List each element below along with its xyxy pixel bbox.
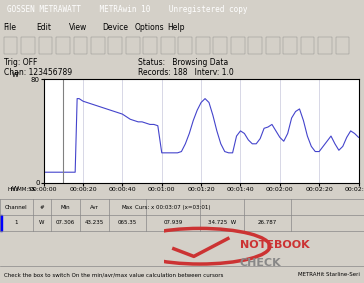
FancyBboxPatch shape	[21, 38, 35, 54]
Text: W: W	[39, 220, 45, 225]
Text: 07.939: 07.939	[163, 220, 182, 225]
Text: Help: Help	[167, 23, 185, 32]
FancyBboxPatch shape	[196, 38, 210, 54]
Text: 26.787: 26.787	[258, 220, 277, 225]
Text: W: W	[12, 186, 19, 192]
FancyBboxPatch shape	[74, 38, 87, 54]
FancyBboxPatch shape	[266, 38, 280, 54]
FancyBboxPatch shape	[143, 38, 157, 54]
Text: Check the box to switch On the min/avr/max value calculation between cursors: Check the box to switch On the min/avr/m…	[4, 272, 223, 277]
FancyBboxPatch shape	[56, 38, 70, 54]
Text: Chan: 123456789: Chan: 123456789	[4, 68, 72, 77]
Text: 1: 1	[15, 220, 18, 225]
Text: Min: Min	[61, 205, 70, 210]
Text: Max: Max	[122, 205, 133, 210]
FancyBboxPatch shape	[161, 38, 175, 54]
FancyBboxPatch shape	[178, 38, 192, 54]
FancyBboxPatch shape	[283, 38, 297, 54]
FancyBboxPatch shape	[126, 38, 140, 54]
Text: Trig: OFF: Trig: OFF	[4, 58, 37, 67]
Text: File: File	[4, 23, 17, 32]
Text: GOSSEN METRAWATT    METRAwin 10    Unregistered copy: GOSSEN METRAWATT METRAwin 10 Unregistere…	[7, 5, 248, 14]
Text: Curs: x 00:03:07 (x=03:01): Curs: x 00:03:07 (x=03:01)	[135, 205, 211, 210]
Text: View: View	[69, 23, 87, 32]
FancyBboxPatch shape	[4, 38, 17, 54]
Text: Records: 188   Interv: 1.0: Records: 188 Interv: 1.0	[138, 68, 234, 77]
Text: #: #	[40, 205, 44, 210]
FancyBboxPatch shape	[231, 38, 245, 54]
FancyBboxPatch shape	[248, 38, 262, 54]
Text: NOTEBOOK: NOTEBOOK	[240, 240, 309, 250]
Text: CHECK: CHECK	[240, 258, 281, 267]
Text: Avr: Avr	[90, 205, 99, 210]
FancyBboxPatch shape	[91, 38, 105, 54]
FancyBboxPatch shape	[39, 38, 52, 54]
FancyBboxPatch shape	[336, 38, 349, 54]
Text: HH:MM:SS: HH:MM:SS	[8, 187, 36, 192]
Text: Channel: Channel	[5, 205, 28, 210]
FancyBboxPatch shape	[301, 38, 314, 54]
Text: METRAHit Starline-Seri: METRAHit Starline-Seri	[298, 272, 360, 277]
Text: Device: Device	[102, 23, 128, 32]
Text: 43.235: 43.235	[85, 220, 104, 225]
Text: 065.35: 065.35	[118, 220, 137, 225]
Text: Edit: Edit	[36, 23, 51, 32]
Bar	[0, 215, 2, 231]
Text: Options: Options	[135, 23, 164, 32]
FancyBboxPatch shape	[213, 38, 227, 54]
Text: 07.306: 07.306	[56, 220, 75, 225]
Text: Status:   Browsing Data: Status: Browsing Data	[138, 58, 229, 67]
Text: 34.725  W: 34.725 W	[208, 220, 236, 225]
Text: W: W	[12, 72, 19, 78]
FancyBboxPatch shape	[108, 38, 122, 54]
FancyBboxPatch shape	[318, 38, 332, 54]
